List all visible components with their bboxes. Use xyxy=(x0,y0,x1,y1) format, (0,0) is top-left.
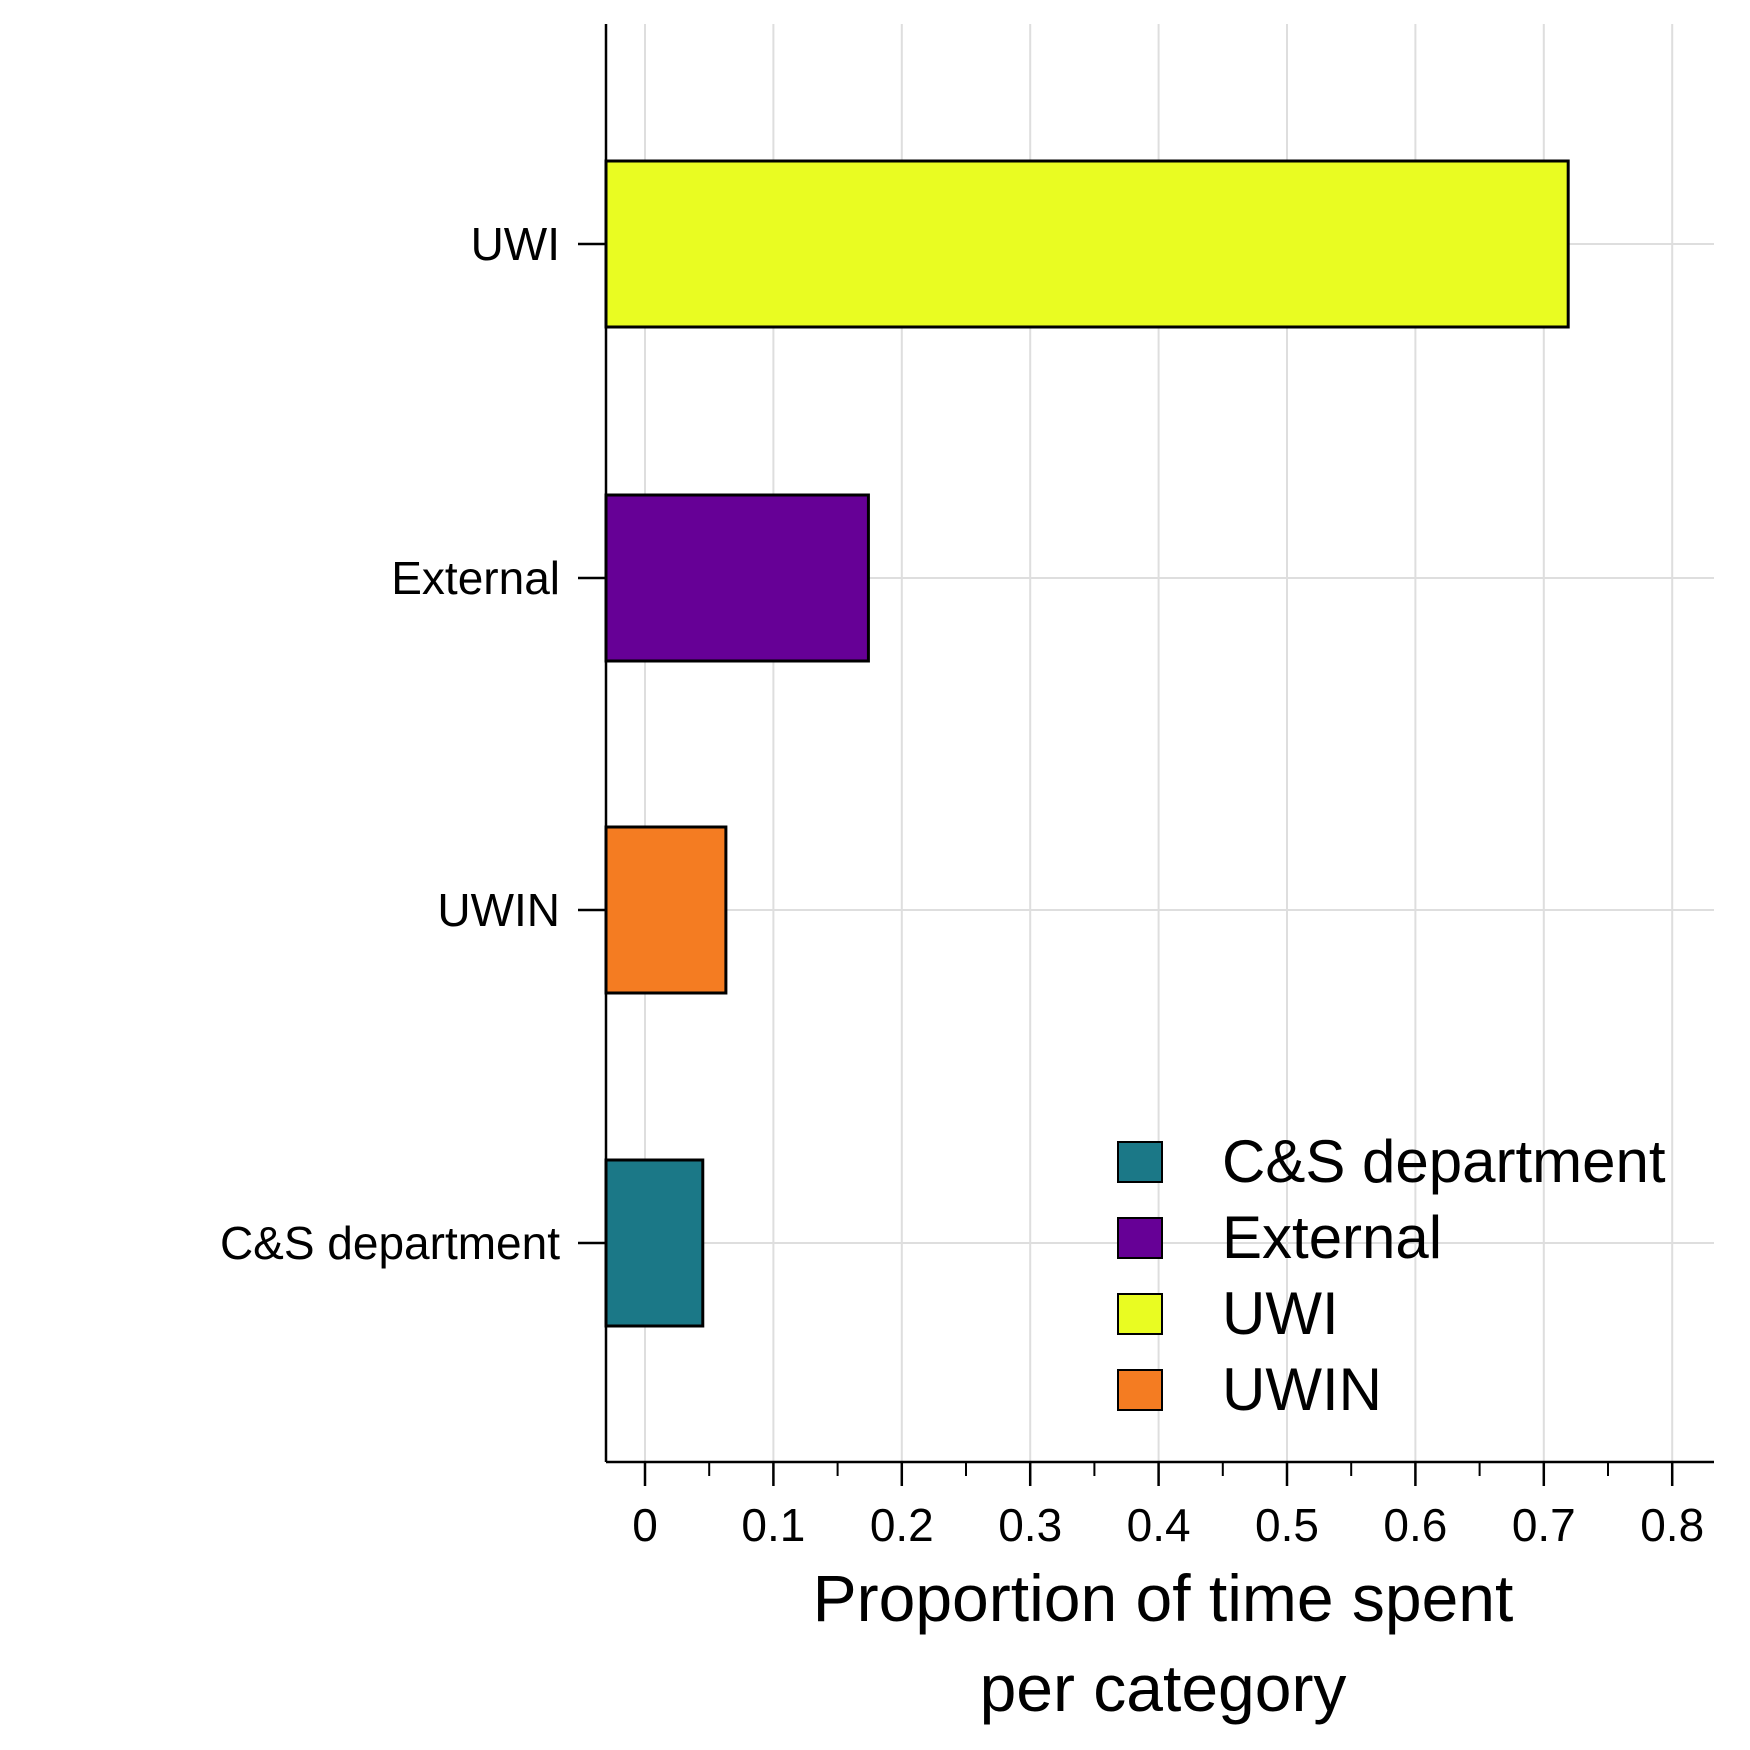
bar-uwi xyxy=(604,159,1570,329)
legend-swatch-uwin xyxy=(1117,1369,1163,1411)
legend-label-external: External xyxy=(1222,1204,1442,1271)
x-tick-label: 0 xyxy=(632,1499,658,1551)
y-tick-label-external: External xyxy=(391,552,560,604)
axis-layer: 0 0.1 0.2 0.3 0.4 0.5 0.6 0.7 0.8 C&S department U… xyxy=(220,24,1714,1551)
bar-uwin xyxy=(604,825,728,995)
y-tick-label-uwin: UWIN xyxy=(437,884,560,936)
legend-swatch-external xyxy=(1117,1217,1163,1259)
x-axis-title-line-2: per category xyxy=(980,1651,1347,1725)
x-tick-label: 0.5 xyxy=(1255,1499,1319,1551)
bar-external xyxy=(604,493,870,663)
x-tick-label: 0.4 xyxy=(1127,1499,1191,1551)
x-tick-label: 0.7 xyxy=(1512,1499,1576,1551)
y-tick-label-cands-department: C&S department xyxy=(220,1217,560,1269)
legend-label-uwin: UWIN xyxy=(1222,1356,1382,1423)
x-tick-label: 0.2 xyxy=(870,1499,934,1551)
y-tick-label-uwi: UWI xyxy=(471,218,560,270)
x-tick-label: 0.1 xyxy=(741,1499,805,1551)
x-tick-label: 0.3 xyxy=(998,1499,1062,1551)
legend-swatch-cands-department xyxy=(1117,1141,1163,1183)
legend: C&S department External UWI UWIN xyxy=(1117,1128,1666,1423)
legend-label-uwi: UWI xyxy=(1222,1280,1339,1347)
legend-label-cands-department: C&S department xyxy=(1222,1128,1666,1195)
x-tick-label: 0.8 xyxy=(1640,1499,1704,1551)
bar-layer xyxy=(604,159,1570,1328)
bar-cands-department xyxy=(604,1158,705,1328)
x-tick-label: 0.6 xyxy=(1383,1499,1447,1551)
x-axis-title-line-1: Proportion of time spent xyxy=(813,1561,1514,1635)
legend-swatch-uwi xyxy=(1117,1293,1163,1335)
